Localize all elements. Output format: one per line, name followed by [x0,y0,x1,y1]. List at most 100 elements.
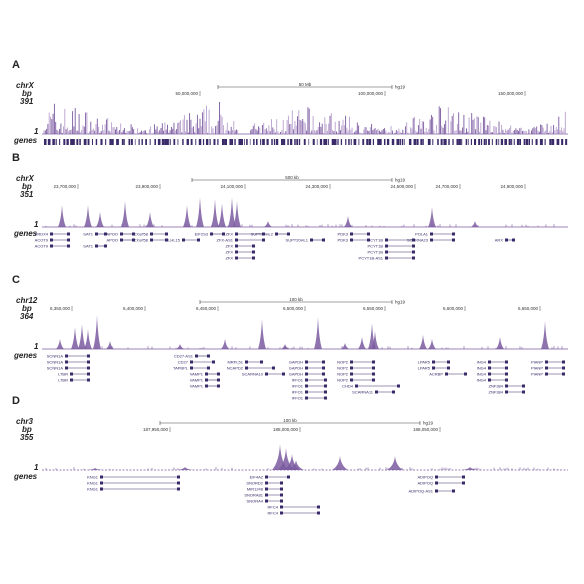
signal-peak [344,216,352,227]
signal-peak [332,456,348,470]
gene-block [319,139,323,145]
gene-exon [65,354,68,358]
gene-exon [505,384,508,388]
coordinate-label: 6,500,000 [283,306,304,311]
gene-exon [265,487,268,491]
gene-exon [310,238,313,242]
gene-block [157,139,161,145]
gene-label: ZFX [225,256,233,261]
gene-block [109,139,112,145]
gene-label: SCARNA23 [407,238,429,243]
gene-exon [305,390,308,394]
gene-block [145,139,147,145]
gene-label: PIANP [531,366,543,371]
gene-exon [562,366,565,370]
gene-exon [392,390,395,394]
signal-peak [284,454,300,470]
gene-label: CXorf58 [133,232,148,237]
gene-exon [165,232,168,236]
gene-block [240,139,244,145]
gene-exon [305,372,308,376]
gene-block [325,139,328,145]
gene-exon [165,238,168,242]
gene-exon [212,360,215,364]
gene-exon [305,360,308,364]
gene-block [350,139,352,145]
gene-exon [50,238,53,242]
gene-exon [280,505,283,509]
gene-block [244,139,245,145]
gene-exon [205,372,208,376]
gene-block [164,139,167,145]
gene-exon [190,360,193,364]
signal-peak [183,205,191,227]
gene-exon [210,232,213,236]
gene-exon [272,366,275,370]
gene-exon [265,499,268,503]
scale-label: 50 Mb [299,82,312,87]
signal-peak [496,337,504,349]
gene-label: PDK3 [338,232,349,237]
gene-block [542,139,543,145]
gene-label: PIANP [531,372,543,377]
gene-exon [372,372,375,376]
gene-block [500,139,504,145]
signal-peak [87,468,103,470]
gene-exon [207,354,210,358]
signal-peak [233,201,241,227]
gene-label: ZNF384 [489,390,504,395]
gene-block [333,139,337,145]
gene-exon [375,390,378,394]
gene-label: ZFX [225,244,233,249]
gene-label: ACOT9 [35,238,49,243]
gene-block [289,139,293,145]
gene-exon [100,487,103,491]
signal-peak [176,344,184,349]
gene-label: NOP2 [337,372,349,377]
gene-exon [435,475,438,479]
gene-block [111,139,114,145]
min-label: 1 [34,342,39,351]
gene-block [480,139,483,145]
gene-exon [372,366,375,370]
gene-block [528,139,530,145]
gene-block [231,139,234,145]
gene-label: SAT1 [83,232,93,237]
gene-block [461,139,463,145]
signal-peak [341,343,349,349]
gene-label: CD27 [178,360,189,365]
gene-exon [207,366,210,370]
gene-label: IFFO1 [292,396,304,401]
max-label: 391 [20,97,34,106]
gene-block [561,139,564,145]
gene-exon [104,232,107,236]
gene-exon [87,354,90,358]
min-label: 1 [34,463,39,472]
gene-exon [235,244,238,248]
gene-exon [50,244,53,248]
gene-label: PCYT1B [367,244,383,249]
max-label: 355 [20,433,34,442]
gene-label: POLA1 [415,232,429,237]
gene-block [539,139,543,145]
gene-label: SCNN1A [47,366,64,371]
gene-block [213,139,216,145]
panel-label: C [12,274,20,286]
gene-exon [385,250,388,254]
gene-block [47,139,51,145]
signal-peak [264,221,272,227]
gene-exon [305,384,308,388]
gene-label: SAT1 [83,244,93,249]
gene-label: VAMP1 [190,384,204,389]
gene-label: ACOT9 [35,244,49,249]
gene-exon [67,238,70,242]
gene-label: GAPDH [289,372,303,377]
gene-block [202,139,205,145]
gene-block [565,139,568,145]
gene-block [353,139,357,145]
gene-exon [350,360,353,364]
gene-block [238,139,242,145]
